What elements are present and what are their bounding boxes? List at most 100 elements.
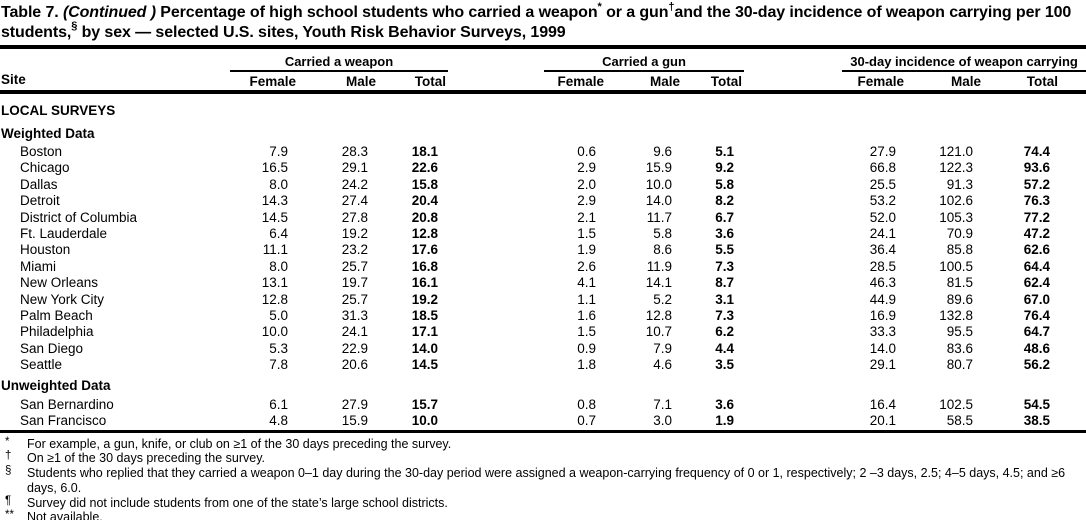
col-header-weapon-female: Female: [230, 71, 298, 94]
value-cell: 27.9: [341, 396, 368, 412]
site-cell: District of Columbia: [20, 209, 138, 225]
value-cell: 24.2: [341, 176, 368, 192]
value-cell: 25.7: [341, 291, 368, 307]
spacer-cell: [744, 341, 842, 357]
total-value-cell: 17.1: [411, 324, 438, 340]
total-value-cell: 54.5: [1023, 396, 1051, 412]
site-cell: San Francisco: [20, 413, 107, 429]
group-header-carried-weapon: Carried a weapon: [230, 49, 448, 72]
value-cell: 16.5: [261, 160, 288, 176]
spacer-cell: [744, 259, 842, 275]
table-row: Seattle 7.8 20.6 14.5 1.8 4.6 3.5 29.1 80.7 56.2: [0, 357, 1086, 373]
value-cell: 23.2: [341, 242, 368, 258]
value-cell: 8.0: [269, 176, 288, 192]
spacer-cell: [1060, 324, 1086, 340]
total-value-cell: 16.8: [411, 258, 438, 274]
value-cell: 4.8: [269, 413, 288, 429]
total-value-cell: 76.4: [1023, 308, 1051, 324]
value-cell: 5.3: [269, 340, 288, 356]
total-value-cell: 67.0: [1023, 291, 1051, 307]
value-cell: 10.7: [645, 324, 672, 340]
site-cell: New York City: [20, 291, 105, 307]
value-cell: 53.2: [869, 193, 897, 209]
value-cell: 14.5: [261, 209, 288, 225]
value-cell: 2.1: [577, 209, 596, 225]
footnote-symbol: *: [5, 435, 10, 448]
value-cell: 16.4: [869, 396, 897, 412]
value-cell: 27.9: [869, 144, 897, 159]
footnote: ¶ Survey did not include students from on…: [0, 494, 1086, 511]
total-value-cell: 10.0: [411, 413, 438, 429]
table-row: Ft. Lauderdale 6.4 19.2 12.8 1.5 5.8 3.6 24.1 70…: [0, 226, 1086, 242]
value-cell: 5.2: [653, 291, 672, 307]
group-header-row: Site Carried a weapon Carried a gun 30-d…: [0, 49, 1086, 94]
subsection-heading-row: Weighted Data: [0, 121, 1086, 144]
spacer-cell: [448, 292, 544, 308]
table-row: Houston 11.1 23.2 17.6 1.9 8.6 5.5 36.4 85.8 62.6: [0, 242, 1086, 258]
table-row: San Diego 5.3 22.9 14.0 0.9 7.9 4.4 14.0 83.6 48.…: [0, 341, 1086, 357]
spacer-cell: [744, 357, 842, 373]
footnote-marker-section: §: [71, 20, 78, 33]
value-cell: 122.3: [939, 160, 974, 176]
total-value-cell: 1.9: [715, 413, 735, 429]
subsection-heading-row: Unweighted Data: [0, 374, 1086, 397]
total-value-cell: 5.8: [715, 176, 735, 192]
table-row: San Bernardino 6.1 27.9 15.7 0.8 7.1 3.6 16.4 10…: [0, 397, 1086, 413]
spacer-cell: [448, 177, 544, 193]
value-cell: 95.5: [946, 324, 974, 340]
value-cell: 2.0: [577, 176, 596, 192]
spacer-cell: [1060, 144, 1086, 160]
value-cell: 11.7: [646, 209, 672, 225]
value-cell: 7.9: [269, 144, 288, 159]
value-cell: 8.0: [269, 258, 288, 274]
title-text-4: by sex — selected U.S. sites, Youth Risk…: [77, 23, 566, 41]
value-cell: 7.9: [653, 340, 672, 356]
total-value-cell: 93.6: [1023, 160, 1051, 176]
value-cell: 2.9: [577, 160, 596, 176]
value-cell: 7.1: [653, 396, 672, 412]
total-value-cell: 62.6: [1023, 242, 1051, 258]
total-value-cell: 62.4: [1023, 275, 1051, 291]
value-cell: 85.8: [946, 242, 974, 258]
header-spacer: [744, 71, 843, 94]
footnote-text: For example, a gun, knife, or club on ≥1…: [27, 436, 452, 451]
value-cell: 36.4: [869, 242, 897, 258]
value-cell: 121.0: [939, 144, 974, 159]
spacer-cell: [1060, 259, 1086, 275]
value-cell: 15.9: [645, 160, 672, 176]
table-number: Table 7.: [1, 4, 63, 21]
footnote-text: On ≥1 of the 30 days preceding the surve…: [27, 451, 266, 466]
section-heading: LOCAL SURVEYS: [1, 102, 116, 118]
spacer-cell: [1060, 177, 1086, 193]
col-header-gun-male: Male: [606, 71, 682, 94]
spacer-cell: [448, 242, 544, 258]
total-value-cell: 57.2: [1023, 176, 1051, 192]
value-cell: 5.0: [269, 308, 288, 324]
value-cell: 10.0: [645, 176, 672, 192]
spacer-cell: [1060, 242, 1086, 258]
site-cell: Seattle: [20, 357, 63, 373]
spacer-cell: [448, 259, 544, 275]
group-header-carried-gun: Carried a gun: [544, 49, 745, 72]
value-cell: 4.1: [577, 275, 596, 291]
col-header-incidence-total: Total: [983, 71, 1061, 94]
spacer-cell: [448, 324, 544, 340]
spacer-cell: [1060, 193, 1086, 209]
spacer-cell: [744, 160, 842, 176]
value-cell: 100.5: [939, 258, 974, 274]
site-cell: San Diego: [20, 340, 84, 356]
total-value-cell: 64.7: [1023, 324, 1051, 340]
sub-header-row: Female Male Total Female Male Total Fema…: [0, 71, 1086, 94]
value-cell: 25.7: [341, 258, 368, 274]
spacer-cell: [744, 144, 842, 160]
total-value-cell: 64.4: [1023, 258, 1051, 274]
total-value-cell: 48.6: [1023, 340, 1051, 356]
site-cell: New Orleans: [20, 275, 99, 291]
site-cell: San Bernardino: [20, 396, 114, 412]
value-cell: 70.9: [946, 226, 974, 242]
spacer-cell: [1060, 341, 1086, 357]
site-cell: Chicago: [20, 160, 70, 176]
footnote-symbol: ¶: [5, 494, 12, 507]
table-bottom-divider: [0, 429, 1086, 433]
total-value-cell: 7.3: [715, 308, 735, 324]
